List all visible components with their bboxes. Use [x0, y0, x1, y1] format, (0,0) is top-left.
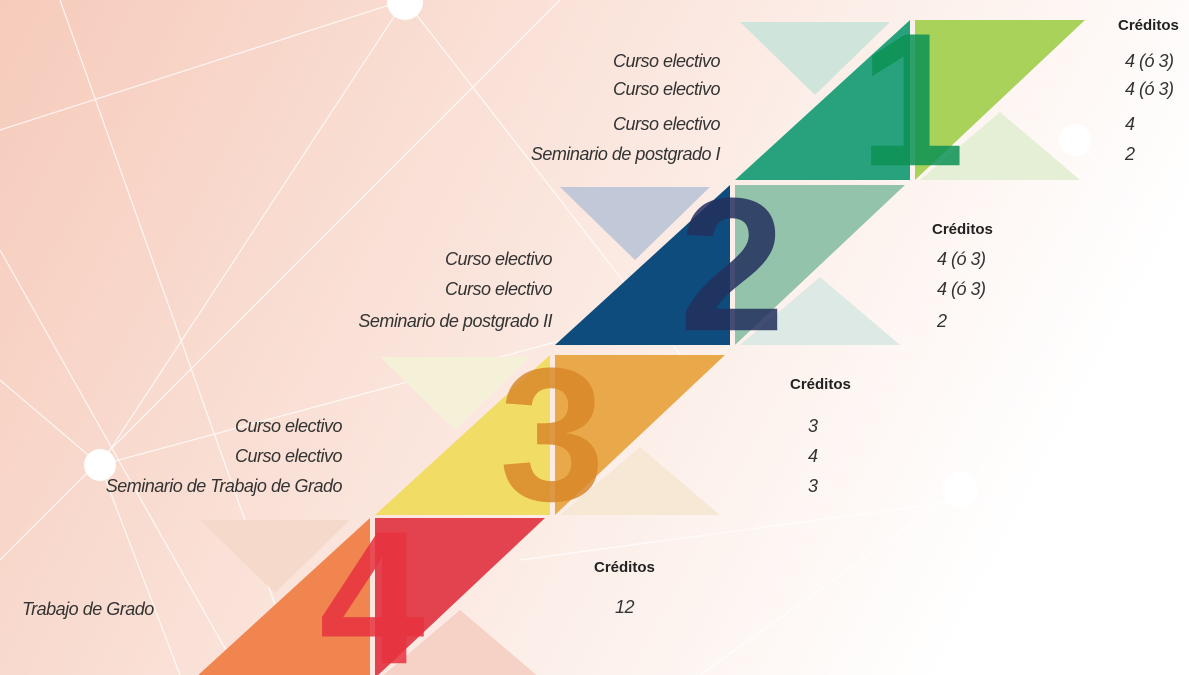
- credit: 4: [1125, 114, 1135, 134]
- credit: 12: [615, 597, 635, 617]
- credits-label: Créditos: [1118, 17, 1179, 34]
- course: Curso electivo: [445, 279, 553, 299]
- credits-label: Créditos: [594, 559, 655, 576]
- credit: 4 (ó 3): [1125, 79, 1174, 99]
- course: Curso electivo: [613, 114, 721, 134]
- course: Curso electivo: [613, 51, 721, 71]
- course: Trabajo de Grado: [22, 599, 154, 619]
- semester-number: 1: [859, 0, 965, 206]
- semester-number: 4: [319, 492, 425, 675]
- course: Curso electivo: [445, 249, 553, 269]
- course: Seminario de Trabajo de Grado: [106, 476, 343, 496]
- course: Curso electivo: [235, 416, 343, 436]
- infographic: 1 Curso electivo Curso electivo Curso elect…: [0, 0, 1189, 675]
- course: Curso electivo: [235, 446, 343, 466]
- credits-label: Créditos: [932, 221, 993, 238]
- semester-number: 3: [499, 329, 605, 541]
- credit: 3: [808, 416, 818, 436]
- credit: 2: [1124, 144, 1135, 164]
- semester-number: 2: [679, 159, 785, 371]
- credits-label: Créditos: [790, 376, 851, 393]
- credit: 2: [936, 311, 947, 331]
- course: Seminario de postgrado II: [358, 311, 552, 331]
- credit: 3: [808, 476, 818, 496]
- credit: 4: [808, 446, 818, 466]
- course: Curso electivo: [613, 79, 721, 99]
- credit: 4 (ó 3): [937, 279, 986, 299]
- credit: 4 (ó 3): [1125, 51, 1174, 71]
- credit: 4 (ó 3): [937, 249, 986, 269]
